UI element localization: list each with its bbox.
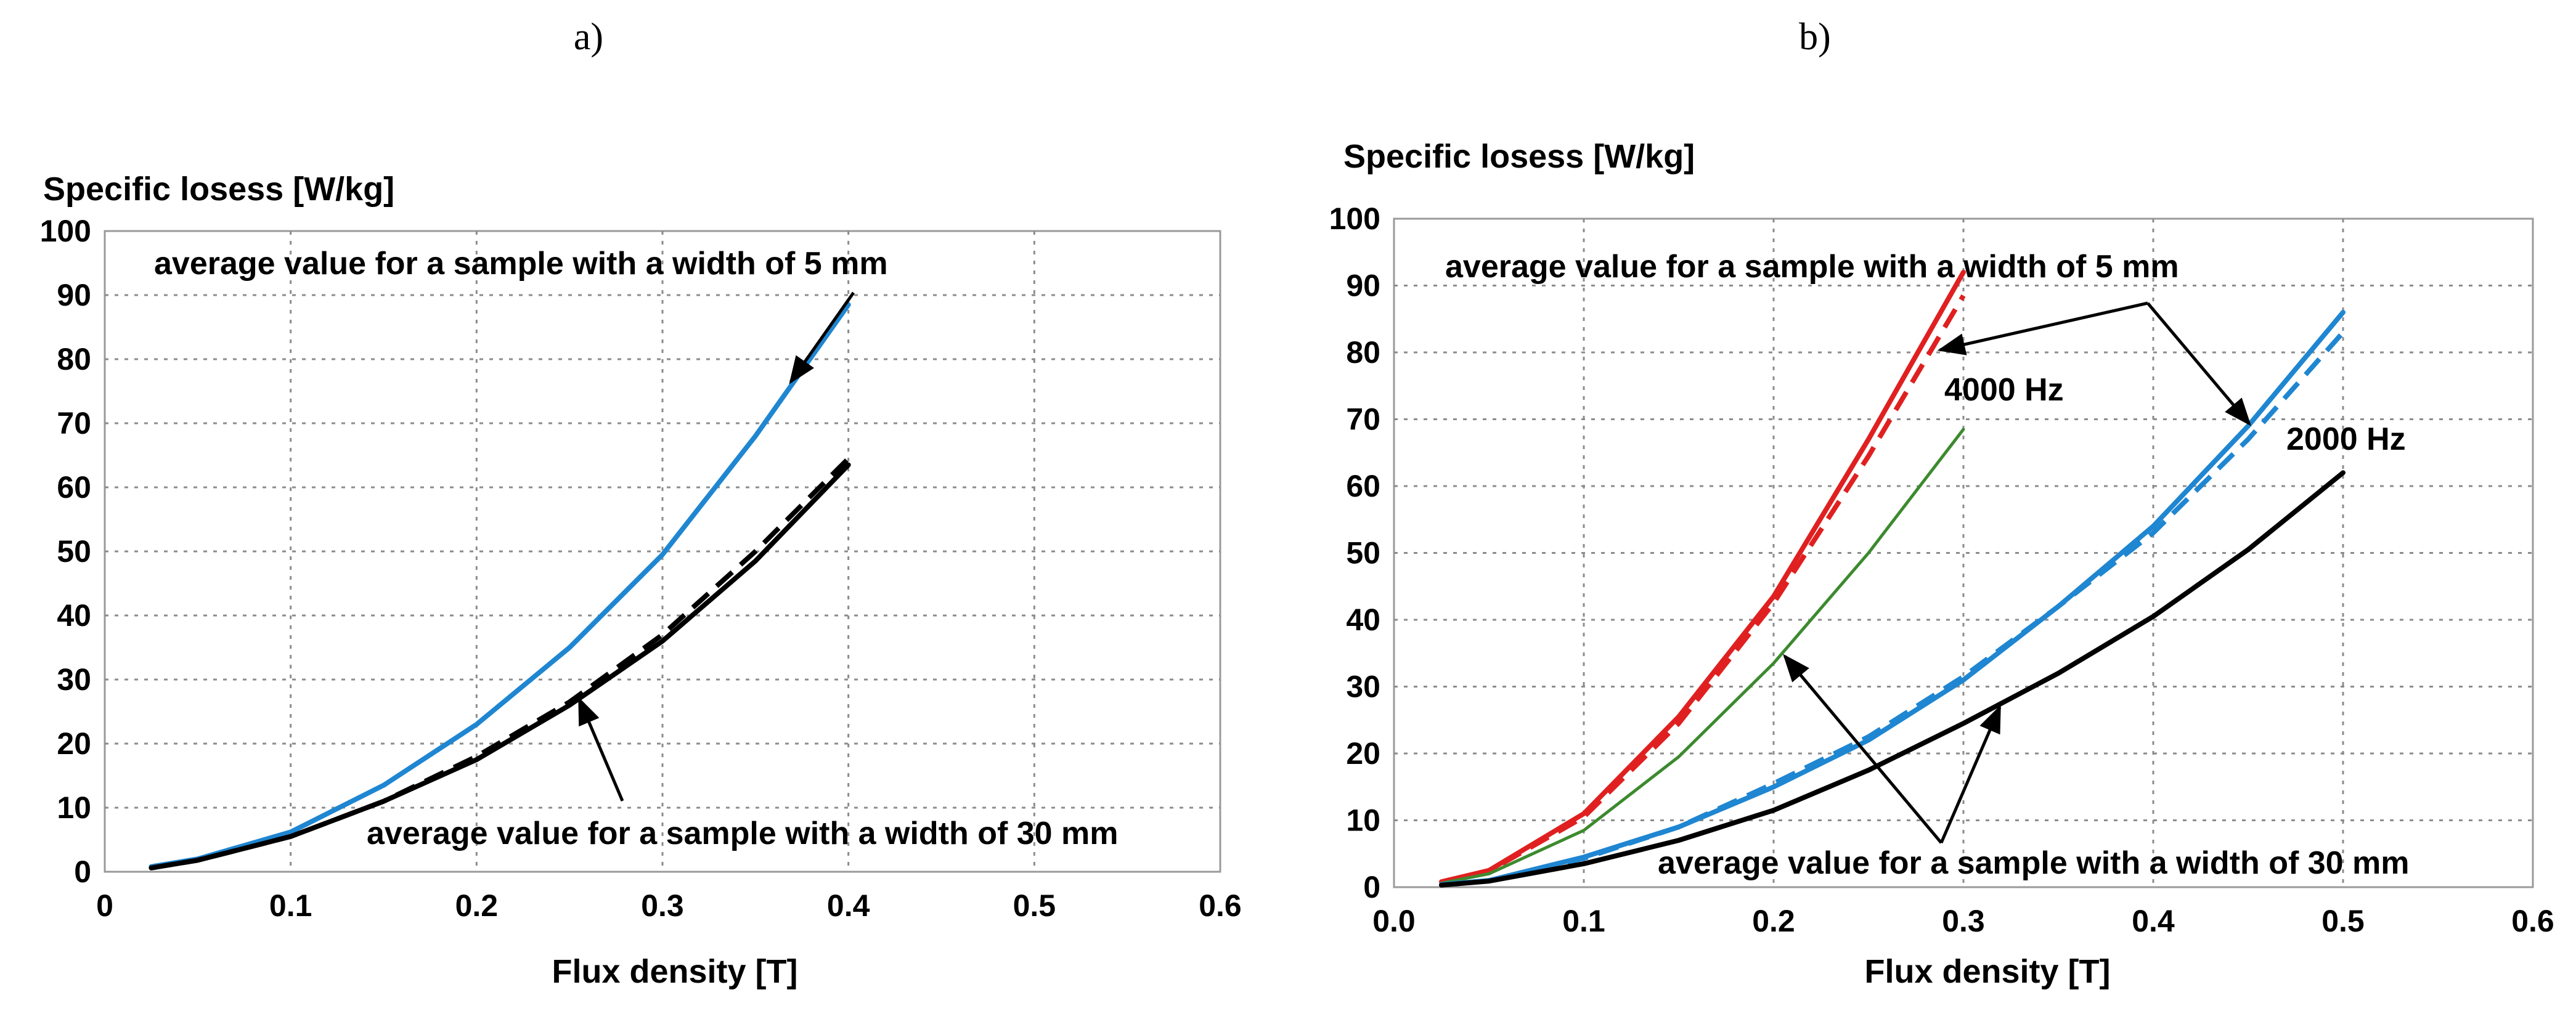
y-tick-label: 70 [1346, 402, 1380, 437]
x-tick-label: 0.0 [1372, 904, 1416, 938]
y-tick-labels-b: 0 10 20 30 40 50 60 70 80 90 100 [1329, 201, 1380, 904]
x-tick-label: 0.6 [2511, 904, 2554, 938]
arrow-30mm-green-b [1783, 654, 1942, 844]
y-tick-label: 40 [1346, 603, 1380, 637]
series-group-b [1439, 269, 2346, 888]
x-tick-label: 0.1 [269, 888, 312, 923]
x-tick-label: 0.1 [1562, 904, 1605, 938]
arrow-30mm-black-b [1939, 704, 2002, 843]
x-tick-label: 0 [96, 888, 113, 923]
y-tick-labels-a: 0 10 20 30 40 50 60 70 80 90 100 [40, 214, 91, 889]
x-axis-label-a: Flux density [T] [552, 953, 797, 990]
y-tick-label: 90 [57, 278, 91, 312]
y-tick-label: 60 [1346, 469, 1380, 503]
y-tick-label: 70 [57, 406, 91, 440]
y-tick-label: 20 [57, 726, 91, 761]
x-tick-labels-b: 0.0 0.1 0.2 0.3 0.4 0.5 0.6 [1372, 904, 2554, 938]
series-line [1439, 470, 2346, 888]
y-tick-label: 50 [57, 534, 91, 569]
series-group-a [149, 302, 851, 871]
y-tick-label: 80 [1346, 335, 1380, 370]
y-tick-label: 80 [57, 342, 91, 376]
y-tick-label: 0 [1363, 870, 1380, 904]
y-tick-label: 0 [74, 855, 91, 889]
arrow-5mm-red-b [1937, 301, 2148, 355]
x-tick-label: 0.5 [2321, 904, 2365, 938]
chart-b: b) Specific losess [W/kg] 0 10 20 30 40 50 60 7… [1329, 16, 2554, 990]
x-tick-label: 0.3 [1942, 904, 1985, 938]
arrow-5mm-blue-b [2146, 302, 2251, 426]
y-tick-label: 60 [57, 470, 91, 505]
arrow-30mm-a [577, 696, 624, 802]
panel-label-b: b) [1799, 16, 1831, 58]
y-tick-label: 30 [1346, 670, 1380, 704]
series-line [1440, 428, 1965, 885]
gridlines-a [105, 231, 1220, 872]
series-line [1441, 294, 1966, 885]
y-tick-label: 20 [1346, 736, 1380, 771]
x-tick-label: 0.5 [1013, 888, 1056, 923]
y-tick-label: 30 [57, 662, 91, 697]
annotation-4000hz-b: 4000 Hz [1944, 372, 2064, 408]
y-axis-label-b: Specific losess [W/kg] [1343, 138, 1695, 175]
x-tick-label: 0.3 [641, 888, 684, 923]
x-axis-label-b: Flux density [T] [1864, 953, 2110, 990]
y-tick-label: 10 [1346, 803, 1380, 838]
series-line [1439, 269, 1966, 885]
x-tick-label: 0.2 [1752, 904, 1795, 938]
chart-a: a) Specific losess [W/kg] 0 10 20 30 40 50 60 7… [40, 16, 1242, 990]
x-tick-labels-a: 0 0.1 0.2 0.3 0.4 0.5 0.6 [96, 888, 1242, 923]
panel-label-a: a) [574, 16, 603, 58]
arrow-5mm-a [789, 291, 855, 384]
x-tick-label: 0.4 [2132, 904, 2175, 938]
y-tick-label: 10 [57, 790, 91, 825]
y-tick-label: 40 [57, 598, 91, 633]
annotation-30mm-a: average value for a sample with a width … [367, 816, 1119, 851]
y-tick-label: 100 [1329, 201, 1380, 236]
x-tick-label: 0.2 [455, 888, 499, 923]
series-line [1441, 330, 2345, 887]
annotation-30mm-b: average value for a sample with a width … [1658, 845, 2410, 881]
annotation-5mm-a: average value for a sample with a width … [154, 246, 888, 282]
y-tick-label: 50 [1346, 536, 1380, 570]
x-tick-label: 0.6 [1199, 888, 1242, 923]
series-line [150, 457, 850, 871]
y-tick-label: 100 [40, 214, 91, 248]
gridlines-b [1394, 219, 2533, 887]
y-axis-label-a: Specific losess [W/kg] [43, 171, 394, 208]
y-tick-label: 90 [1346, 269, 1380, 303]
annotation-2000hz-b: 2000 Hz [2286, 421, 2406, 457]
annotation-5mm-b: average value for a sample with a width … [1445, 249, 2179, 285]
series-line [149, 302, 851, 869]
x-tick-label: 0.4 [827, 888, 870, 923]
